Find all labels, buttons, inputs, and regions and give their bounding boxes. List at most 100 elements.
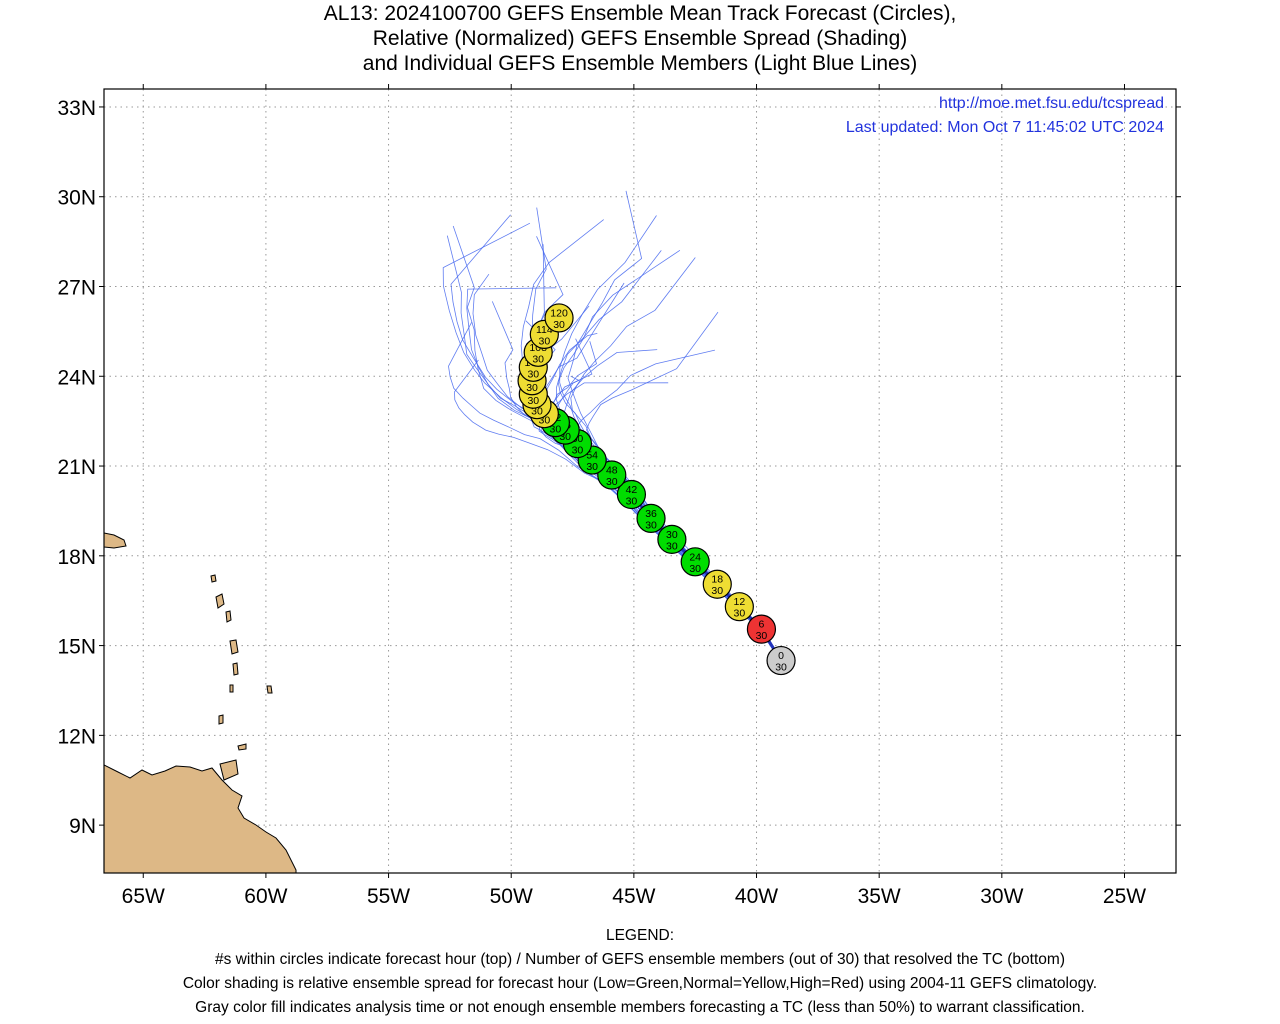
puerto-rico-island [104, 532, 127, 549]
forecast-hour-label: 12 [734, 596, 746, 608]
tobago-island [237, 743, 247, 751]
plot-frame [103, 88, 1177, 874]
legend-line-3: Gray color fill indicates analysis time … [195, 999, 1085, 1016]
member-count-label: 30 [559, 431, 571, 443]
lon-tick-label: 60W [244, 885, 287, 908]
member-count-label: 30 [553, 319, 565, 331]
forecast-circle [680, 547, 710, 577]
forecast-point: 630 [746, 614, 777, 644]
member-count-label: 30 [666, 540, 678, 552]
member-count-label: 30 [527, 395, 539, 407]
grenada-island [218, 714, 224, 725]
member-count-label: 30 [538, 415, 550, 427]
forecast-hour-label: 120 [550, 307, 568, 319]
member-count-label: 30 [532, 353, 544, 365]
lat-tick-label: 33N [57, 97, 96, 120]
forecast-circle [766, 645, 796, 676]
barbados-island [266, 685, 273, 694]
lon-tick-label: 55W [367, 885, 410, 908]
member-count-label: 30 [527, 368, 539, 380]
forecast-hour-label: 18 [711, 574, 723, 586]
member-count-label: 30 [756, 630, 768, 642]
forecast-hour-label: 42 [626, 484, 638, 496]
ensemble-member-track [559, 215, 782, 662]
lat-tick-label: 9N [69, 815, 96, 838]
forecast-point: 030 [766, 645, 796, 676]
member-count-label: 30 [526, 382, 538, 394]
title-line-3: and Individual GEFS Ensemble Members (Li… [362, 52, 918, 75]
lat-lon-grid [104, 89, 1176, 873]
ensemble-member-track [567, 190, 782, 661]
lon-tick-label: 40W [735, 885, 778, 908]
forecast-hour-label: 48 [606, 465, 618, 477]
forecast-circle [636, 503, 666, 534]
lon-tick-label: 35W [858, 885, 901, 908]
forecast-hour-label: 6 [759, 619, 765, 631]
member-count-label: 30 [586, 461, 598, 473]
antigua-island [210, 574, 217, 583]
forecast-circle [616, 479, 647, 510]
lat-tick-label: 18N [57, 546, 96, 569]
member-count-label: 30 [645, 519, 657, 531]
lon-tick-label: 45W [612, 885, 655, 908]
guadeloupe-island [215, 593, 225, 609]
title-line-2: Relative (Normalized) GEFS Ensemble Spre… [372, 27, 908, 50]
land-masses [104, 532, 297, 873]
member-count-label: 30 [572, 445, 584, 457]
credit-updated: Last updated: Mon Oct 7 11:45:02 UTC 202… [846, 119, 1164, 136]
member-count-label: 30 [711, 585, 723, 597]
forecast-hour-label: 36 [645, 508, 657, 520]
lat-tick-label: 24N [57, 366, 96, 389]
forecast-hour-label: 60 [572, 433, 584, 445]
member-count-label: 30 [606, 476, 618, 488]
st-lucia-island [232, 662, 239, 676]
trinidad-island [219, 759, 239, 781]
st-vincent-island [229, 684, 234, 693]
forecast-hour-label: 24 [689, 551, 701, 563]
forecast-circle [746, 614, 777, 644]
forecast-hour-label: 54 [586, 450, 598, 462]
legend: LEGEND: #s within circles indicate forec… [0, 924, 1280, 1020]
lat-tick-label: 21N [57, 456, 96, 479]
forecast-circle [724, 592, 754, 622]
member-count-label: 30 [538, 335, 550, 347]
forecast-circle [597, 460, 627, 490]
ensemble-member-tracks [442, 190, 783, 662]
forecast-circle [657, 524, 687, 554]
forecast-hour-label: 30 [666, 529, 678, 541]
member-count-label: 30 [550, 424, 562, 436]
dominica-island [225, 610, 232, 623]
member-count-label: 30 [734, 608, 746, 620]
ensemble-member-track [450, 214, 782, 661]
lon-tick-label: 25W [1103, 885, 1146, 908]
lon-tick-label: 65W [122, 885, 165, 908]
lat-tick-label: 30N [57, 187, 96, 210]
lon-tick-label: 50W [490, 885, 533, 908]
legend-line-1: #s within circles indicate forecast hour… [215, 951, 1065, 968]
forecast-hour-label: 0 [778, 650, 784, 662]
lat-tick-label: 15N [57, 636, 96, 659]
member-count-label: 30 [531, 406, 543, 418]
axis-ticks: 65W 60W 55W 50W 45W 40W 35W 30W 25W 33N 30N 27N 24N 2… [57, 84, 1181, 908]
member-count-label: 30 [775, 662, 787, 674]
lat-tick-label: 12N [57, 725, 96, 748]
member-count-label: 30 [689, 563, 701, 575]
lat-tick-label: 27N [57, 276, 96, 299]
chart-title: AL13: 2024100700 GEFS Ensemble Mean Trac… [0, 1, 1280, 76]
ensemble-member-track [586, 311, 782, 661]
member-count-label: 30 [626, 495, 638, 507]
credit-url[interactable]: http://moe.met.fsu.edu/tcspread [939, 95, 1164, 112]
legend-heading: LEGEND: [605, 927, 675, 944]
lon-tick-label: 30W [980, 885, 1023, 908]
forecast-circle [702, 569, 732, 599]
south-america-land [104, 764, 297, 873]
